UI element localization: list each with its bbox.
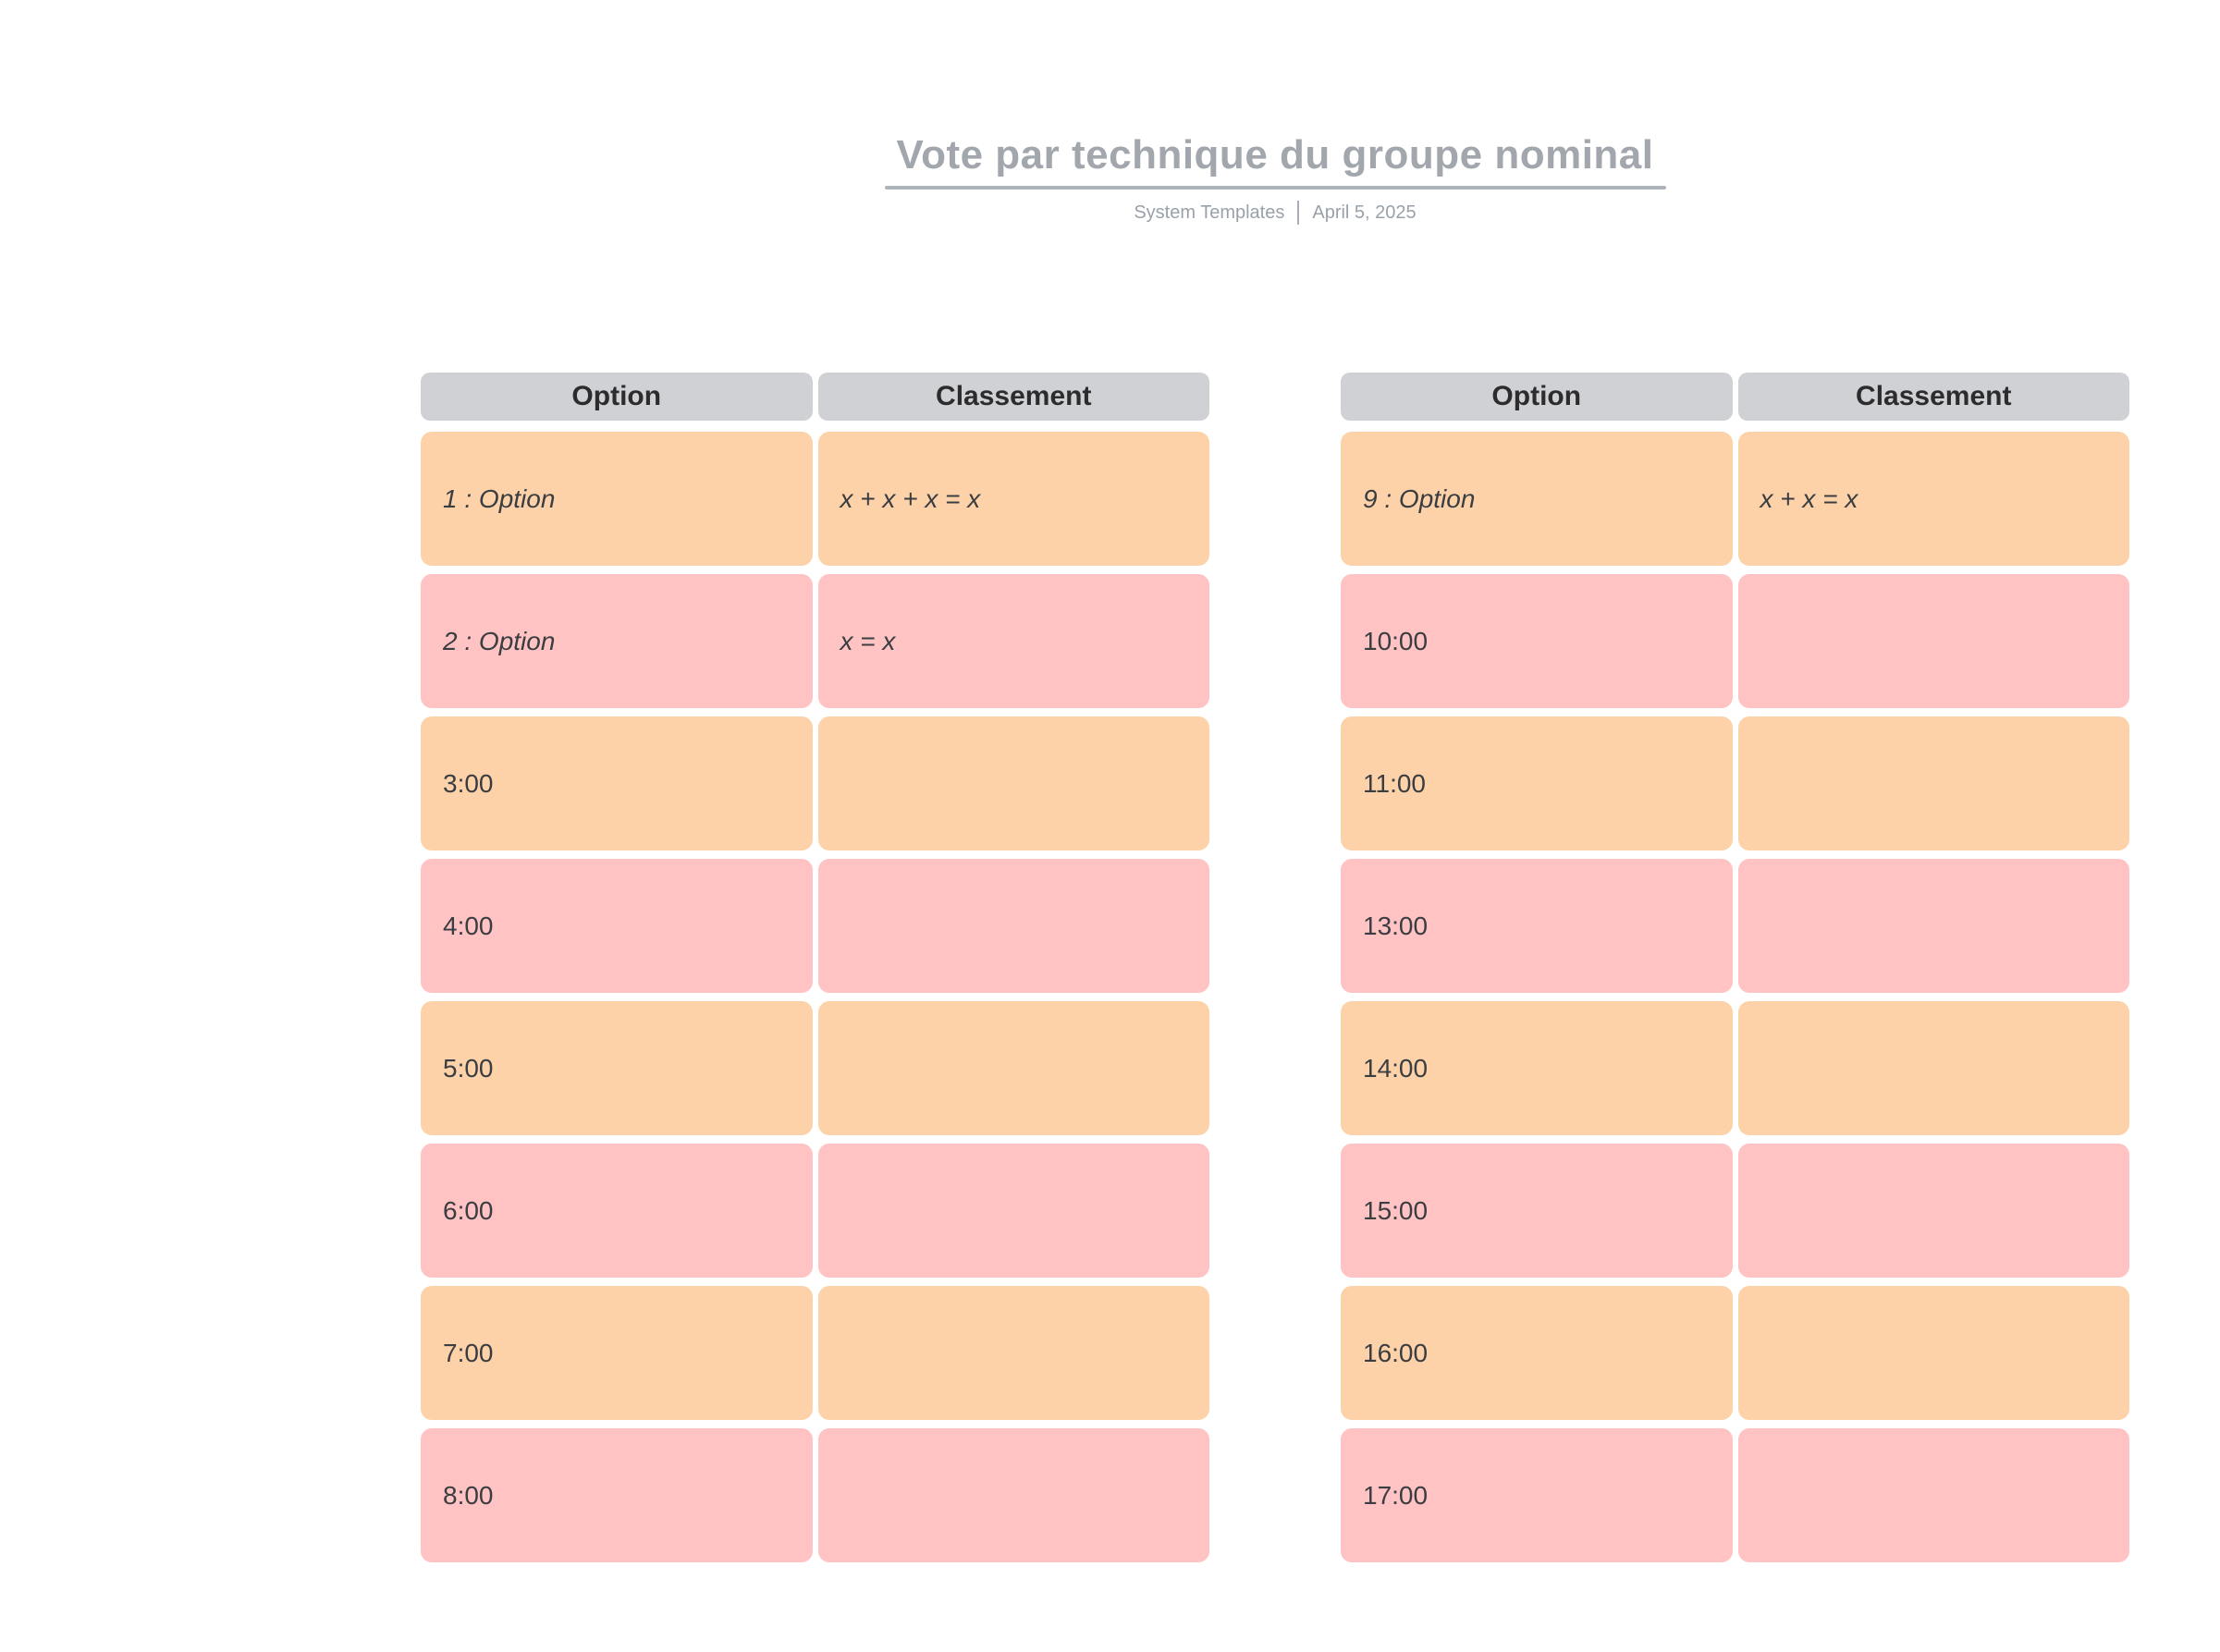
classement-cell[interactable] [1737, 1144, 2129, 1278]
table-body: 9 : Option x + x = x 10:00 11:00 13:00 1… [1341, 432, 2129, 1562]
classement-cell[interactable] [1737, 1428, 2129, 1562]
option-cell[interactable]: 16:00 [1341, 1286, 1733, 1420]
tables-area: Option Classement 1 : Option x + x + x =… [421, 373, 2129, 1562]
option-cell[interactable]: 15:00 [1341, 1144, 1733, 1278]
option-cell[interactable]: 9 : Option [1341, 432, 1733, 566]
vote-table-right: Option Classement 9 : Option x + x = x 1… [1341, 373, 2129, 1562]
classement-cell[interactable] [1737, 716, 2129, 850]
classement-cell[interactable] [817, 1144, 1209, 1278]
classement-cell[interactable] [817, 1286, 1209, 1420]
classement-cell[interactable]: x + x + x = x [817, 432, 1209, 566]
classement-cell[interactable] [817, 1001, 1209, 1135]
classement-cell[interactable] [817, 1428, 1209, 1562]
classement-cell[interactable] [1737, 1286, 2129, 1420]
option-cell[interactable]: 2 : Option [421, 574, 813, 708]
vote-table-left: Option Classement 1 : Option x + x + x =… [421, 373, 1209, 1562]
document-header: Vote par technique du groupe nominal Sys… [421, 135, 2129, 225]
option-cell[interactable]: 7:00 [421, 1286, 813, 1420]
table-header-row: Option Classement [421, 373, 1209, 421]
document-author: System Templates [1134, 202, 1285, 223]
column-header-classement: Classement [1737, 373, 2129, 421]
meta-divider [1297, 201, 1300, 225]
option-cell[interactable]: 13:00 [1341, 859, 1733, 993]
classement-cell[interactable] [817, 859, 1209, 993]
classement-cell[interactable] [1737, 859, 2129, 993]
option-cell[interactable]: 8:00 [421, 1428, 813, 1562]
column-header-option: Option [1341, 373, 1733, 421]
table-header-row: Option Classement [1341, 373, 2129, 421]
document-date: April 5, 2025 [1312, 202, 1417, 223]
title-underline [884, 186, 1666, 190]
option-cell[interactable]: 5:00 [421, 1001, 813, 1135]
classement-cell[interactable]: x + x = x [1737, 432, 2129, 566]
classement-cell[interactable] [1737, 574, 2129, 708]
page-title: Vote par technique du groupe nominal [896, 132, 1654, 177]
document-meta: System Templates April 5, 2025 [421, 201, 2129, 225]
option-cell[interactable]: 17:00 [1341, 1428, 1733, 1562]
classement-cell[interactable] [817, 716, 1209, 850]
option-cell[interactable]: 1 : Option [421, 432, 813, 566]
column-header-classement: Classement [817, 373, 1209, 421]
option-cell[interactable]: 14:00 [1341, 1001, 1733, 1135]
table-body: 1 : Option x + x + x = x 2 : Option x = … [421, 432, 1209, 1562]
option-cell[interactable]: 4:00 [421, 859, 813, 993]
option-cell[interactable]: 3:00 [421, 716, 813, 850]
classement-cell[interactable]: x = x [817, 574, 1209, 708]
option-cell[interactable]: 11:00 [1341, 716, 1733, 850]
column-header-option: Option [421, 373, 813, 421]
classement-cell[interactable] [1737, 1001, 2129, 1135]
option-cell[interactable]: 10:00 [1341, 574, 1733, 708]
option-cell[interactable]: 6:00 [421, 1144, 813, 1278]
